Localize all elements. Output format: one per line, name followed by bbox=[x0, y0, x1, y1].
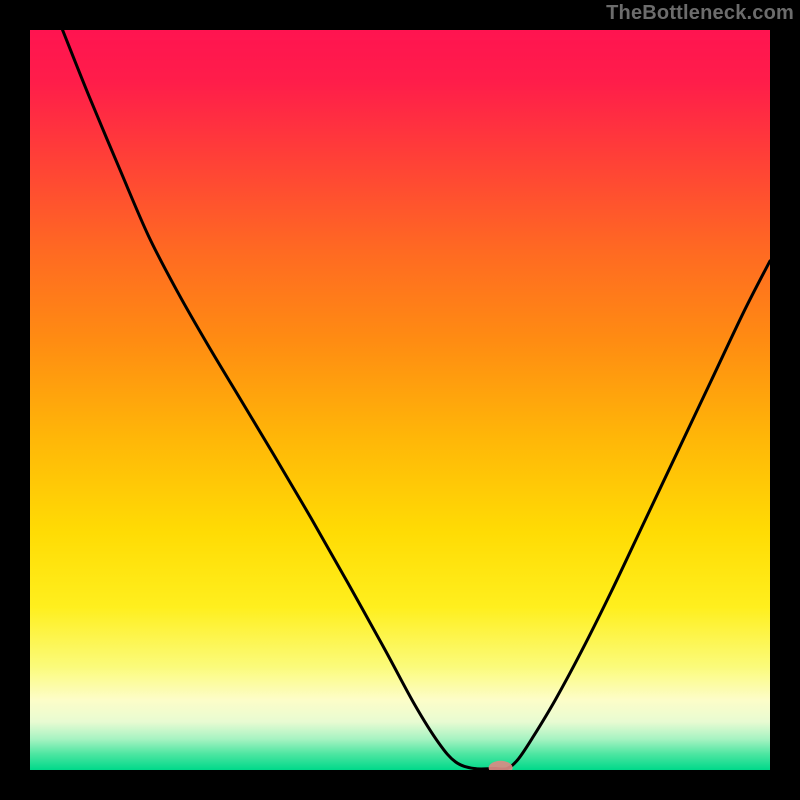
watermark-text: TheBottleneck.com bbox=[606, 2, 794, 25]
bottleneck-chart bbox=[0, 0, 800, 800]
plot-background bbox=[30, 30, 770, 770]
chart-root: TheBottleneck.com bbox=[0, 0, 800, 800]
